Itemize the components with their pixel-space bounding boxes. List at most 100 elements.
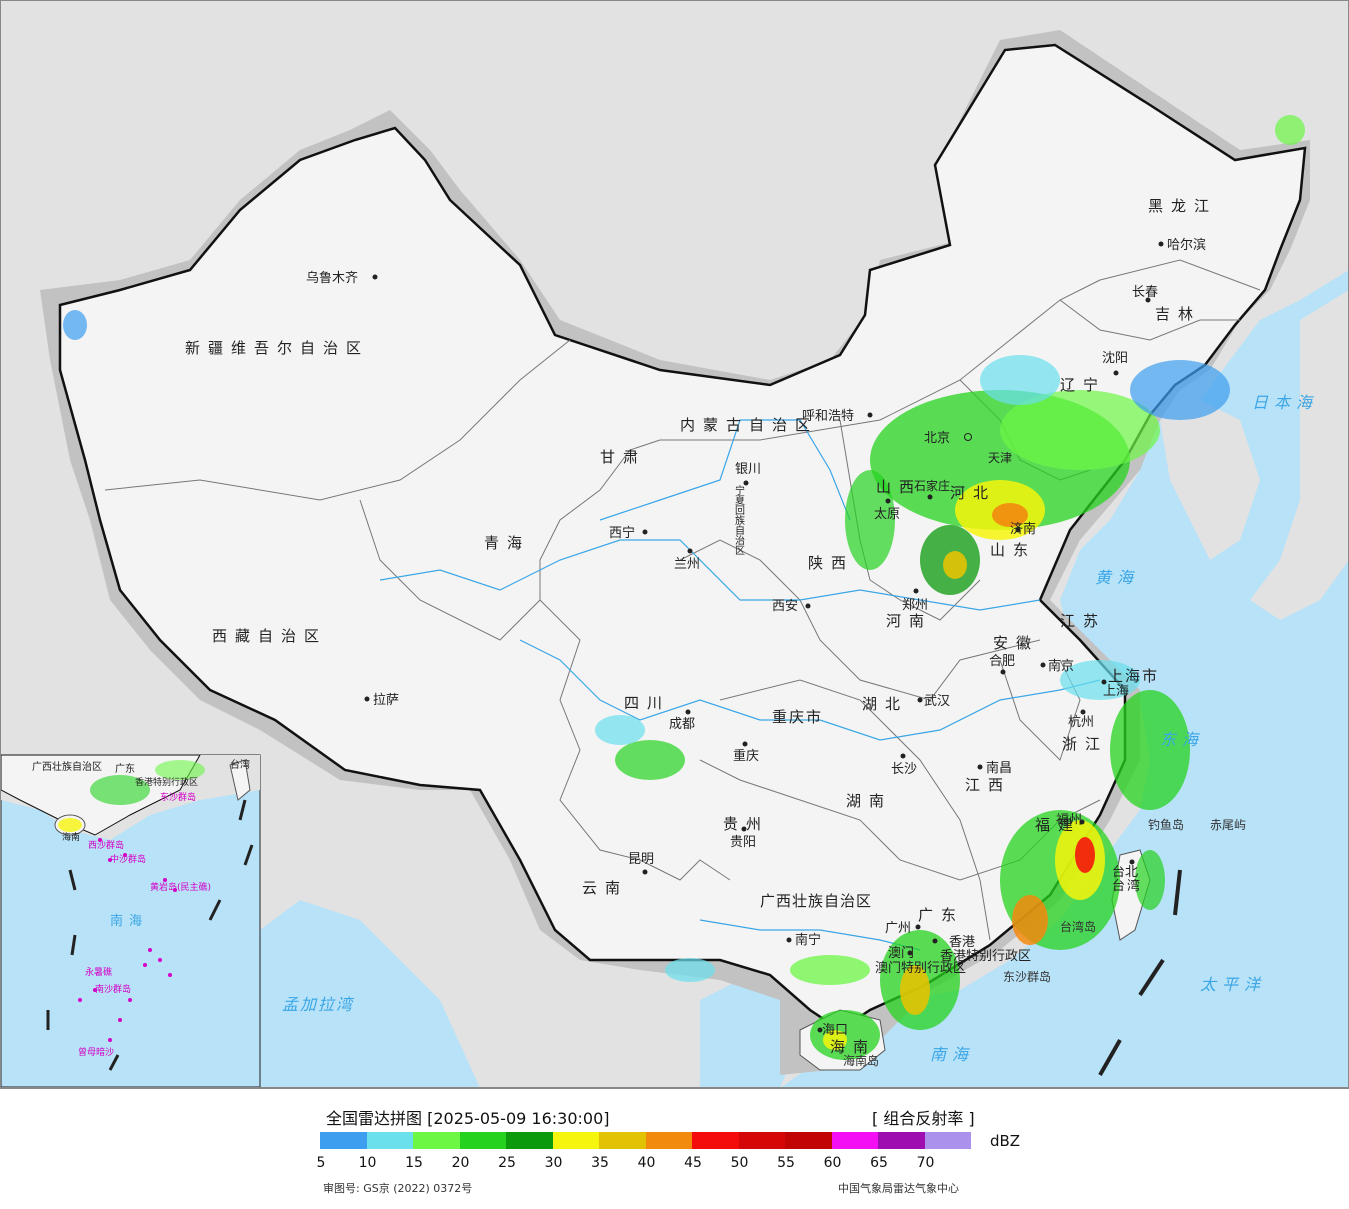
sea-bengal: 孟加拉湾	[282, 995, 355, 1014]
legend-swatch	[552, 1132, 599, 1149]
city-hangzhou: 杭州	[1068, 715, 1094, 730]
legend-panel: 全国雷达拼图 [2025-05-09 16:30:00] [ 组合反射率 ] d…	[0, 1088, 1349, 1209]
legend-tick-label: 10	[358, 1155, 377, 1171]
sea-gulf	[700, 980, 800, 1088]
inset-label-guangdong: 广东	[115, 762, 135, 775]
radar-echoes	[63, 115, 1305, 1060]
label-henan: 河南	[886, 612, 932, 630]
legend-tick-label: 55	[777, 1155, 795, 1171]
legend-tick-label: 40	[637, 1155, 656, 1171]
boundary-dashes	[1098, 869, 1182, 1076]
label-tianjin: 天津	[988, 451, 1012, 465]
inset-label-xisha: 西沙群岛	[88, 839, 124, 851]
city-wuhan: 武汉	[924, 694, 950, 709]
island-diaoyu: 钓鱼岛	[1148, 817, 1184, 832]
label-zhejiang: 浙江	[1062, 735, 1108, 753]
legend-swatch	[924, 1132, 971, 1149]
legend-tick-label: 5	[316, 1155, 326, 1171]
legend-swatch	[320, 1132, 367, 1149]
legend-swatch	[413, 1132, 460, 1149]
legend-tick-label: 60	[823, 1155, 842, 1171]
city-kunming: 昆明	[628, 852, 654, 867]
city-beijing: 北京	[924, 431, 950, 446]
sea-labels: 日本海 黄海 东海 南海 太平洋 孟加拉湾	[282, 393, 1318, 1064]
label-chongqing: 重庆市	[772, 708, 823, 726]
label-xinjiang: 新疆维吾尔自治区	[185, 339, 369, 357]
legend-product: [ 组合反射率 ]	[872, 1109, 975, 1128]
legend-tick-label: 50	[730, 1155, 749, 1171]
label-liaoning: 辽宁	[1060, 376, 1106, 394]
agency-name: 中国气象局雷达气象中心	[838, 1182, 959, 1195]
label-ningxia: 宁夏回族自治区	[733, 484, 745, 555]
city-nanjing: 南京	[1048, 658, 1074, 674]
radar-map: 新疆维吾尔自治区 西藏自治区 青海 甘肃 内蒙古自治区 黑龙江 吉林 辽宁 河北…	[0, 0, 1349, 1088]
legend-title: 全国雷达拼图 [2025-05-09 16:30:00]	[326, 1109, 610, 1128]
city-taipei: 台北	[1112, 865, 1138, 880]
legend-tick-label: 65	[870, 1155, 888, 1171]
label-guangdong: 广东	[918, 906, 964, 924]
china-mainland	[58, 43, 1307, 1032]
sea-japan: 日本海	[1252, 393, 1318, 412]
label-hubei: 湖北	[862, 695, 908, 713]
approval-number: 审图号: GS京 (2022) 0372号	[323, 1182, 473, 1195]
label-guizhou: 贵州	[723, 815, 769, 833]
japan-land	[1250, 290, 1349, 620]
island-chiwei: 赤尾屿	[1210, 818, 1246, 832]
inset-label-guangxi: 广西壮族自治区	[32, 760, 102, 773]
city-haikou: 海口	[822, 1023, 848, 1038]
city-changchun: 长春	[1132, 285, 1158, 300]
legend-swatch	[738, 1132, 785, 1149]
label-qinghai: 青海	[484, 534, 530, 552]
inset-label-yongshu: 永暑礁	[85, 966, 112, 978]
legend-swatch	[831, 1132, 878, 1149]
label-heilongjiang: 黑龙江	[1148, 197, 1217, 215]
inset-label-huangyan: 黄岩岛(民主礁)	[150, 881, 211, 893]
legend-tick-label: 25	[498, 1155, 516, 1171]
province-labels: 新疆维吾尔自治区 西藏自治区 青海 甘肃 内蒙古自治区 黑龙江 吉林 辽宁 河北…	[185, 197, 1217, 1056]
legend-swatch	[692, 1132, 739, 1149]
city-labels: 乌鲁木齐 拉萨 西宁 兰州 银川 呼和浩特 哈尔滨 长春 沈阳 北京 石家庄 太…	[306, 237, 1206, 1038]
city-hefei: 合肥	[989, 654, 1015, 669]
city-lhasa: 拉萨	[373, 693, 399, 708]
inset-label-hongkong: 香港特别行政区	[135, 776, 198, 788]
city-hohhot: 呼和浩特	[802, 409, 854, 424]
city-chengdu: 成都	[669, 717, 695, 732]
island-taiwan: 台湾岛	[1060, 919, 1096, 934]
city-macau: 澳门	[888, 945, 914, 961]
sea-pacific: 太平洋	[1200, 975, 1266, 994]
label-jiangxi: 江西	[965, 776, 1011, 794]
inset-label-zengmu: 曾母暗沙	[78, 1046, 114, 1058]
label-jilin: 吉林	[1155, 305, 1201, 323]
legend-tick-label: 15	[405, 1155, 423, 1171]
label-anhui: 安徽	[993, 634, 1039, 652]
city-guangzhou: 广州	[885, 921, 911, 936]
city-harbin: 哈尔滨	[1167, 237, 1206, 253]
legend-tick-label: 45	[684, 1155, 702, 1171]
city-hongkong: 香港	[949, 935, 975, 950]
island-hainan: 海南岛	[843, 1053, 879, 1068]
legend-swatch	[366, 1132, 413, 1149]
legend-swatch	[645, 1132, 692, 1149]
inset-label-nansha: 南沙群岛	[95, 983, 131, 995]
sea-yellow: 黄海	[1095, 568, 1139, 587]
city-yinchuan: 银川	[735, 462, 761, 477]
south-sea-inset: 广西壮族自治区 广东 香港特别行政区 台湾 东沙群岛 海南 西沙群岛 中沙群岛 …	[0, 754, 261, 1088]
city-guiyang: 贵阳	[730, 835, 756, 850]
island-dongsha: 东沙群岛	[1003, 969, 1051, 984]
legend-swatch	[599, 1132, 646, 1149]
inset-label-sea: 南海	[110, 913, 148, 929]
label-hongkong: 香港特别行政区	[940, 949, 1031, 964]
city-zhengzhou: 郑州	[902, 598, 928, 613]
label-shanxi: 山西	[876, 478, 922, 496]
city-fuzhou: 福州	[1056, 813, 1082, 828]
label-jiangsu: 江苏	[1060, 612, 1106, 630]
legend-swatch	[459, 1132, 506, 1149]
city-chongqing: 重庆	[733, 748, 759, 764]
city-jinan: 济南	[1010, 521, 1036, 537]
label-taiwan: 台湾	[1112, 878, 1142, 894]
label-neimenggu: 内蒙古自治区	[680, 416, 818, 434]
city-shenyang: 沈阳	[1102, 351, 1128, 366]
city-shanghai: 上海	[1103, 684, 1129, 699]
legend-tick-label: 20	[451, 1155, 470, 1171]
label-fujian: 福建	[1035, 816, 1081, 834]
